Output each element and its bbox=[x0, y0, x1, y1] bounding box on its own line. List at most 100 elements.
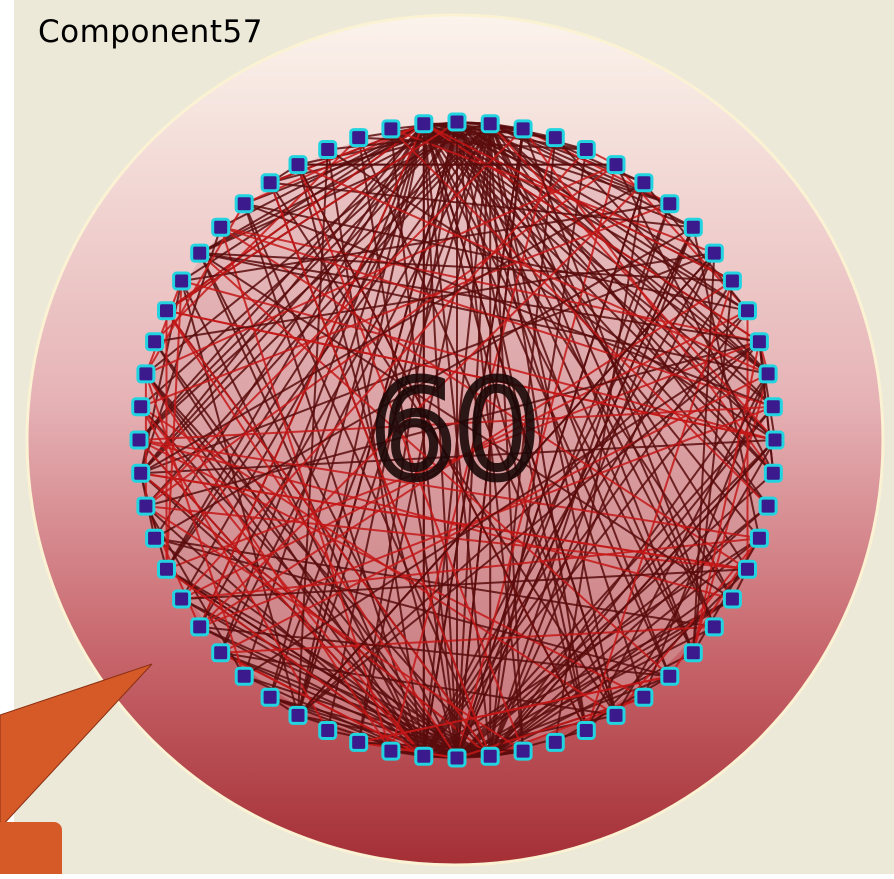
graph-node[interactable] bbox=[131, 397, 151, 417]
graph-node[interactable] bbox=[763, 463, 783, 483]
graph-node[interactable] bbox=[190, 243, 210, 263]
graph-edge bbox=[269, 123, 425, 698]
graph-edge bbox=[140, 472, 748, 571]
graph-edge bbox=[145, 128, 524, 507]
graph-edge bbox=[390, 127, 715, 255]
graph-node[interactable] bbox=[545, 732, 565, 752]
graph-node[interactable] bbox=[660, 666, 680, 686]
graph-edge bbox=[138, 122, 491, 441]
graph-node[interactable] bbox=[211, 217, 231, 237]
graph-node[interactable] bbox=[545, 128, 565, 148]
graph-edge bbox=[243, 203, 492, 757]
graph-node[interactable] bbox=[576, 140, 596, 159]
graph-node[interactable] bbox=[288, 155, 308, 175]
graph-edge bbox=[489, 123, 525, 752]
graph-node[interactable] bbox=[157, 559, 176, 579]
graph-edge bbox=[198, 181, 645, 628]
graph-node[interactable] bbox=[288, 705, 308, 725]
graph-node[interactable] bbox=[634, 173, 654, 193]
graph-node[interactable] bbox=[606, 705, 626, 725]
graph-edge bbox=[243, 203, 425, 757]
graph-node[interactable] bbox=[414, 746, 434, 766]
graph-node[interactable] bbox=[513, 741, 533, 761]
graph-edge bbox=[692, 253, 716, 653]
graph-node[interactable] bbox=[480, 746, 500, 766]
graph-edge bbox=[153, 341, 425, 757]
graph-edge bbox=[138, 439, 425, 757]
graph-node[interactable] bbox=[414, 114, 434, 134]
graph-node[interactable] bbox=[381, 119, 401, 139]
graph-edge bbox=[456, 182, 645, 759]
graph-node[interactable] bbox=[447, 748, 467, 768]
component-title: Component57 bbox=[38, 14, 263, 50]
graph-edge bbox=[220, 226, 774, 408]
graph-node[interactable] bbox=[145, 528, 165, 548]
graph-edge bbox=[180, 280, 299, 716]
graph-node[interactable] bbox=[704, 243, 724, 263]
graph-node[interactable] bbox=[763, 397, 783, 417]
graph-edge bbox=[165, 568, 425, 758]
graph-node[interactable] bbox=[513, 119, 533, 139]
graph-node[interactable] bbox=[606, 155, 626, 175]
panel-left-edge bbox=[0, 0, 14, 879]
graph-node[interactable] bbox=[260, 173, 280, 193]
graph-node[interactable] bbox=[172, 271, 192, 291]
graph-edge bbox=[522, 128, 775, 474]
graph-edge bbox=[489, 252, 716, 757]
graph-edge bbox=[166, 309, 776, 441]
graph-node[interactable] bbox=[749, 528, 769, 548]
graph-node[interactable] bbox=[129, 430, 149, 450]
graph-node[interactable] bbox=[318, 721, 338, 740]
graph-edge bbox=[198, 252, 458, 759]
callout-pointer bbox=[0, 663, 153, 829]
graph-edge bbox=[140, 252, 715, 475]
graph-edge bbox=[456, 128, 525, 759]
graph-edge bbox=[489, 123, 617, 716]
graph-node[interactable] bbox=[381, 741, 401, 761]
graph-node[interactable] bbox=[145, 332, 165, 352]
graph-node[interactable] bbox=[722, 271, 742, 291]
graph-node[interactable] bbox=[349, 732, 369, 752]
graph-node[interactable] bbox=[172, 589, 192, 609]
graph-node[interactable] bbox=[765, 430, 785, 450]
graph-node[interactable] bbox=[683, 643, 703, 663]
graph-node[interactable] bbox=[260, 687, 280, 707]
graph-node[interactable] bbox=[738, 301, 757, 321]
graph-node[interactable] bbox=[576, 721, 596, 740]
graph-edge bbox=[326, 149, 425, 757]
graph-node[interactable] bbox=[758, 364, 778, 384]
graph-node[interactable] bbox=[634, 687, 654, 707]
graph-edge bbox=[357, 137, 617, 716]
graph-node[interactable] bbox=[722, 589, 742, 609]
graph-node[interactable] bbox=[131, 463, 151, 483]
callout-box bbox=[0, 822, 62, 879]
graph-node[interactable] bbox=[660, 194, 680, 214]
graph-node[interactable] bbox=[234, 666, 254, 686]
graph-node[interactable] bbox=[447, 112, 467, 132]
graph-node[interactable] bbox=[234, 194, 254, 214]
graph-node[interactable] bbox=[683, 217, 703, 237]
graph-node[interactable] bbox=[136, 496, 156, 516]
graph-node[interactable] bbox=[318, 140, 338, 159]
graph-edge bbox=[138, 439, 645, 699]
graph-node[interactable] bbox=[738, 559, 757, 579]
graph-node[interactable] bbox=[758, 496, 778, 516]
graph-edge bbox=[423, 537, 760, 758]
graph-node[interactable] bbox=[157, 301, 176, 321]
graph-node[interactable] bbox=[749, 332, 769, 352]
graph-edge bbox=[154, 226, 694, 540]
graph-edge bbox=[145, 505, 524, 752]
graph-node[interactable] bbox=[190, 617, 210, 637]
graph-edge bbox=[358, 136, 587, 151]
graph-edge bbox=[423, 598, 733, 758]
graph-edge bbox=[297, 164, 588, 731]
graph-edge bbox=[456, 164, 617, 759]
graph-node[interactable] bbox=[211, 643, 231, 663]
graph-node[interactable] bbox=[136, 364, 156, 384]
graph-node[interactable] bbox=[480, 114, 500, 134]
graph-node[interactable] bbox=[704, 617, 724, 637]
graph-node[interactable] bbox=[349, 128, 369, 148]
graph-edge bbox=[243, 340, 760, 678]
graph-edge bbox=[422, 123, 695, 654]
graph-edge bbox=[199, 280, 733, 628]
